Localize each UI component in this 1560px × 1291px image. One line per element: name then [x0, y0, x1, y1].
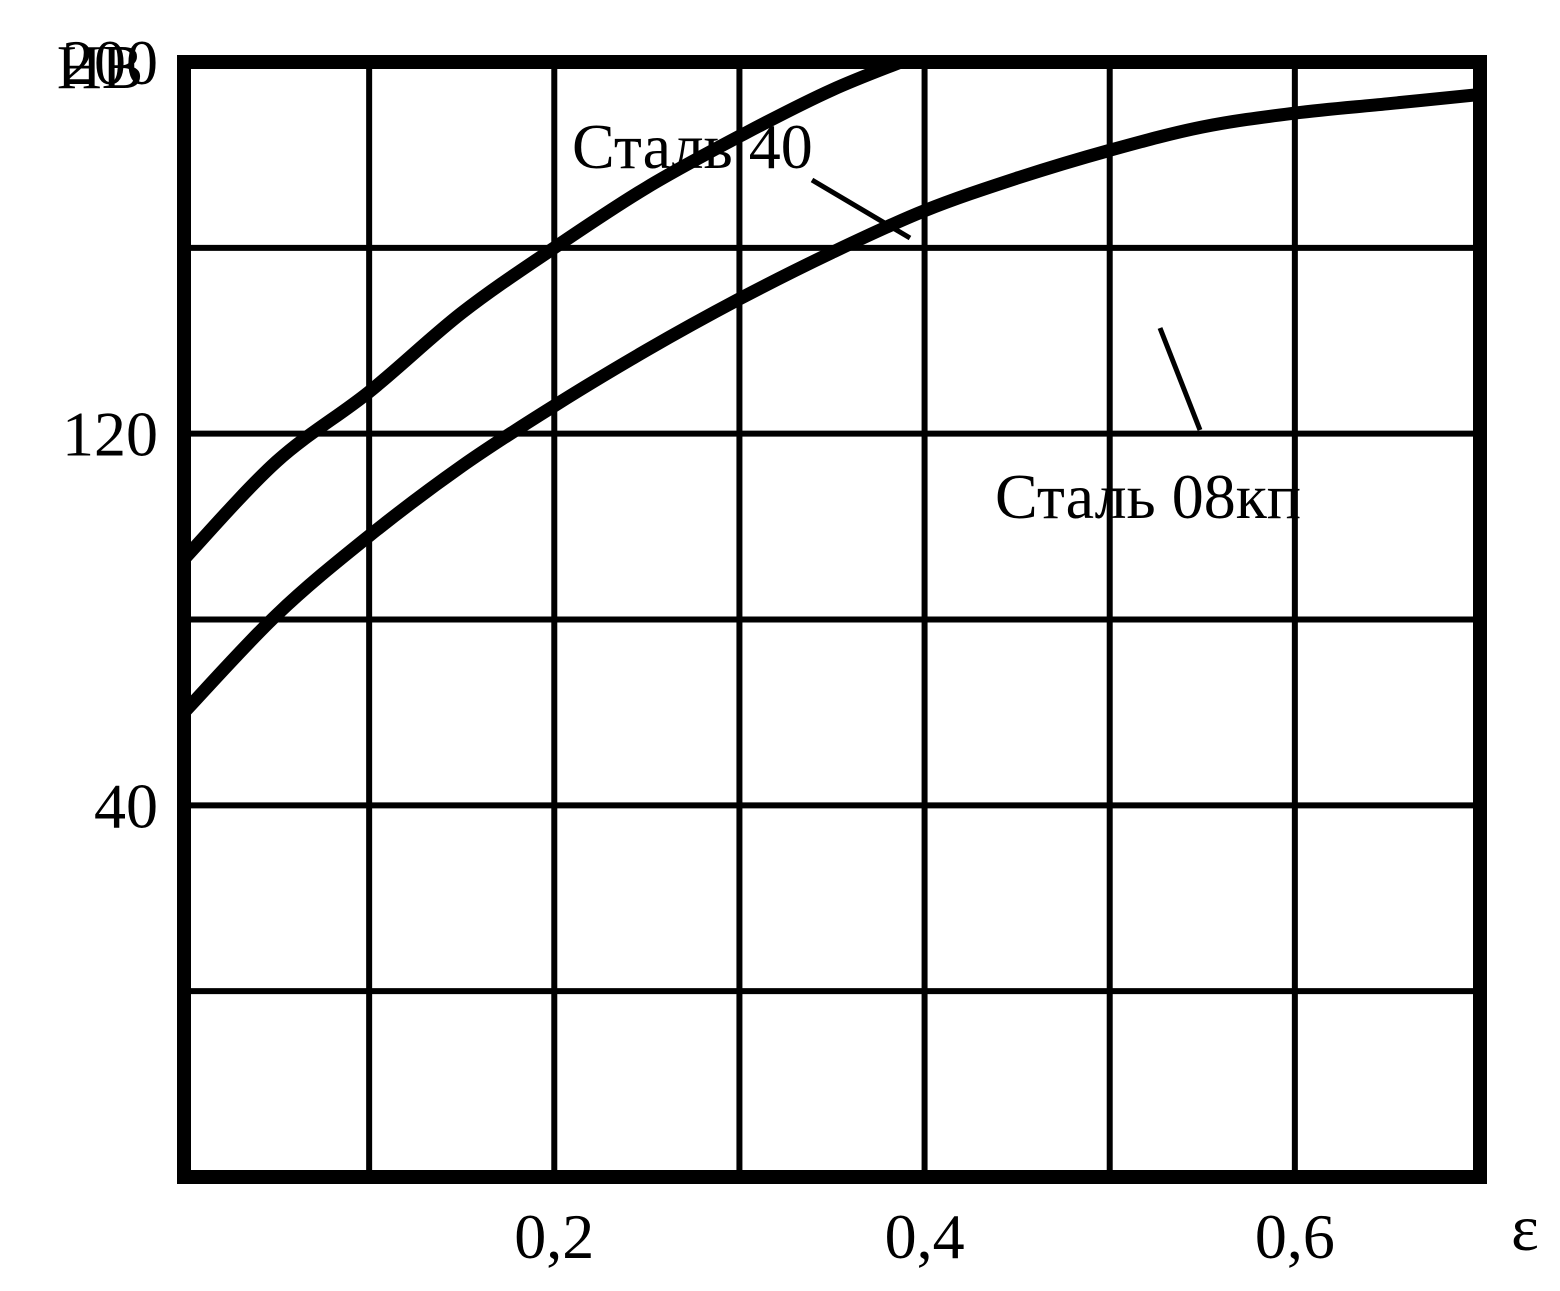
series-label-stal40: Сталь 40 — [572, 111, 813, 182]
leader-line-stal08kp — [1157, 327, 1203, 431]
y-tick-label-1: 120 — [62, 399, 158, 470]
x-axis-label: ε — [1511, 1192, 1539, 1265]
series-label-stal08kp: Сталь 08кп — [995, 461, 1301, 532]
series-line-0 — [184, 62, 919, 566]
y-axis-label: НВ — [57, 34, 143, 102]
series-layer — [184, 62, 1480, 719]
plot-frame — [177, 55, 1487, 1184]
x-tick-label-0: 0,2 — [514, 1201, 594, 1272]
y-tick-label-2: 200 — [62, 27, 158, 98]
leader-line-stal40 — [810, 177, 912, 241]
x-tick-label-1: 0,4 — [885, 1201, 965, 1272]
series-line-1 — [184, 88, 1480, 719]
series-annotations: Сталь 40 Сталь 08кп — [572, 111, 1301, 532]
x-tick-label-2: 0,6 — [1255, 1201, 1335, 1272]
y-tick-label-0: 40 — [94, 770, 158, 841]
tick-labels: 0,2 0,4 0,6 40 120 200 — [62, 27, 1335, 1272]
grid-lines — [184, 59, 1480, 1177]
